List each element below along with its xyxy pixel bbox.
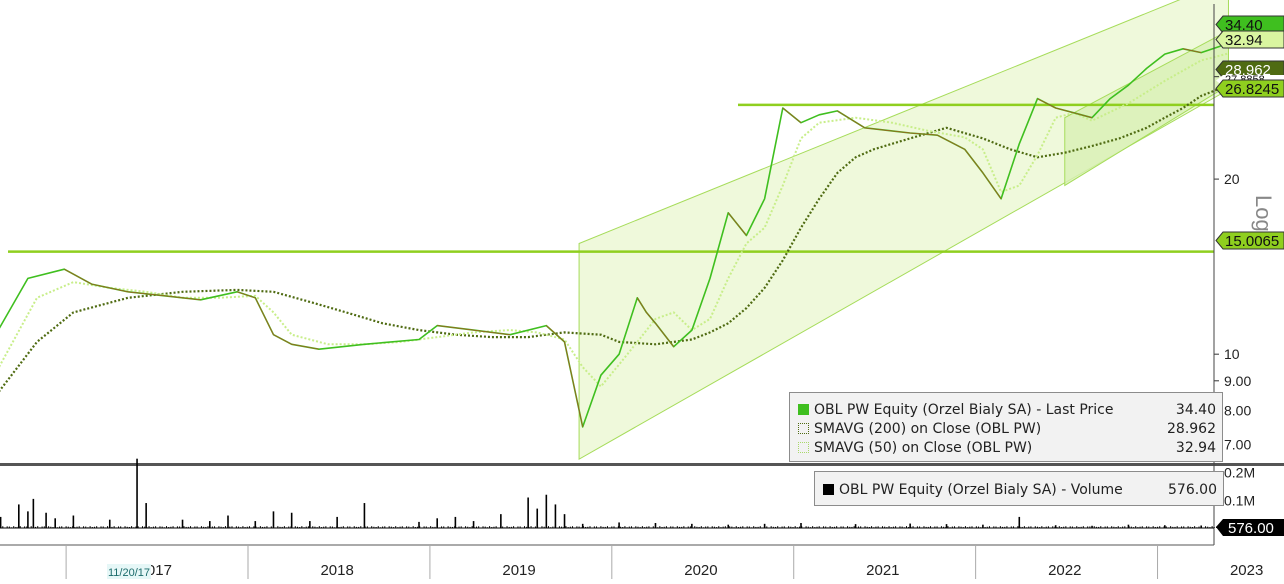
x-tick-label: 2023: [1230, 562, 1263, 579]
legend-label: OBL PW Equity (Orzel Bialy SA) - Volume: [839, 481, 1123, 498]
x-axis-band: [0, 545, 1214, 579]
price-down-segment: [254, 297, 274, 335]
volume-tag-box: [1216, 519, 1284, 536]
legend-value: 34.40: [1175, 401, 1216, 418]
legend-swatch-sma50: [798, 442, 809, 453]
price-down-segment: [937, 134, 965, 150]
price-down-segment: [837, 110, 865, 129]
price-legend: OBL PW Equity (Orzel Bialy SA) - Last Pr…: [789, 392, 1223, 462]
price-down-segment: [982, 172, 1002, 200]
y-tick-label: 9.00: [1224, 373, 1251, 389]
x-tick-label: 2018: [320, 562, 353, 579]
volume-tick-label: 0.2M: [1224, 465, 1255, 481]
price-down-segment: [1055, 107, 1074, 114]
price-down-segment: [437, 325, 474, 331]
legend-swatch-volume: [823, 484, 834, 495]
price-down-segment: [1073, 112, 1093, 119]
x-marker: 11/20/17: [107, 564, 151, 579]
price-tag-box: [1215, 231, 1284, 250]
price-tag-label: 32.94: [1225, 32, 1263, 49]
price-tag-box: [1215, 79, 1284, 98]
price-tag: 32.94: [1215, 30, 1284, 49]
y-tick-label: 10: [1224, 346, 1240, 362]
legend-label: SMAVG (50) on Close (OBL PW): [814, 439, 1033, 456]
volume-last-tag: 576.00: [1216, 519, 1284, 537]
pane-separator: [0, 463, 1284, 466]
legend-value: 32.94: [1175, 439, 1216, 456]
price-down-segment: [1182, 48, 1202, 54]
volume-legend: OBL PW Equity (Orzel Bialy SA) - Volume …: [814, 471, 1224, 506]
y-tick-label: 8.00: [1224, 403, 1251, 419]
legend-label: SMAVG (200) on Close (OBL PW): [814, 420, 1042, 437]
legend-row-sma50: SMAVG (50) on Close (OBL PW) 32.94: [798, 438, 1216, 457]
legend-row-price: OBL PW Equity (Orzel Bialy SA) - Last Pr…: [798, 400, 1216, 419]
price-down-segment: [964, 149, 984, 174]
price-down-segment: [564, 341, 584, 427]
y-tick-label: 20: [1224, 171, 1240, 187]
legend-row-sma200: SMAVG (200) on Close (OBL PW) 28.962: [798, 419, 1216, 438]
volume-tick-label: 0.1M: [1224, 492, 1255, 508]
price-tag-label: 34.40: [1225, 17, 1263, 34]
price-tag: 34.40: [1215, 15, 1284, 34]
sma50-line: [0, 52, 1229, 388]
price-tag-box: [1215, 30, 1284, 49]
y-tick-label: 7.00: [1224, 436, 1251, 452]
price-down-segment: [473, 329, 511, 336]
price-down-segment: [864, 127, 893, 132]
x-tick-label: 2020: [684, 562, 717, 579]
price-tag-label: 15.0065: [1225, 233, 1279, 250]
x-marker-label: 11/20/17: [108, 567, 150, 579]
price-tag-label: 26.8245: [1225, 81, 1279, 98]
legend-swatch-price: [798, 404, 809, 415]
price-down-segment: [91, 283, 129, 293]
x-tick-label: 2019: [502, 562, 535, 579]
x-tick-label: 2022: [1048, 562, 1081, 579]
price-down-segment: [655, 323, 675, 348]
price-tag-box: [1215, 15, 1284, 34]
sma200-line: [0, 84, 1229, 393]
price-down-segment: [1037, 98, 1056, 109]
price-down-segment: [291, 343, 320, 350]
price-down-segment: [164, 295, 201, 301]
price-down-segment: [64, 268, 92, 285]
legend-value: 28.962: [1167, 420, 1216, 437]
x-marker-box: [107, 564, 151, 579]
legend-swatch-sma200: [798, 423, 809, 434]
volume-tag-label: 576.00: [1228, 520, 1274, 537]
price-down-segment: [236, 291, 256, 299]
legend-label: OBL PW Equity (Orzel Bialy SA) - Last Pr…: [814, 401, 1114, 418]
price-down-segment: [727, 212, 747, 236]
price-down-segment: [636, 297, 647, 313]
x-tick-label: 2021: [866, 562, 899, 579]
price-down-segment: [645, 312, 656, 324]
price-tag: 15.0065: [1215, 231, 1284, 250]
price-down-segment: [891, 130, 911, 134]
price-tag-label: 28.962: [1225, 62, 1271, 79]
price-down-segment: [545, 325, 565, 343]
price-tag: 26.8245: [1215, 79, 1284, 98]
scale-label: Log: [1251, 195, 1276, 232]
legend-value: 576.00: [1168, 481, 1217, 498]
price-down-segment: [782, 107, 802, 124]
price-down-segment: [273, 334, 292, 345]
price-down-segment: [910, 132, 938, 136]
price-down-segment: [127, 291, 165, 297]
legend-row-volume: OBL PW Equity (Orzel Bialy SA) - Volume …: [823, 480, 1217, 499]
